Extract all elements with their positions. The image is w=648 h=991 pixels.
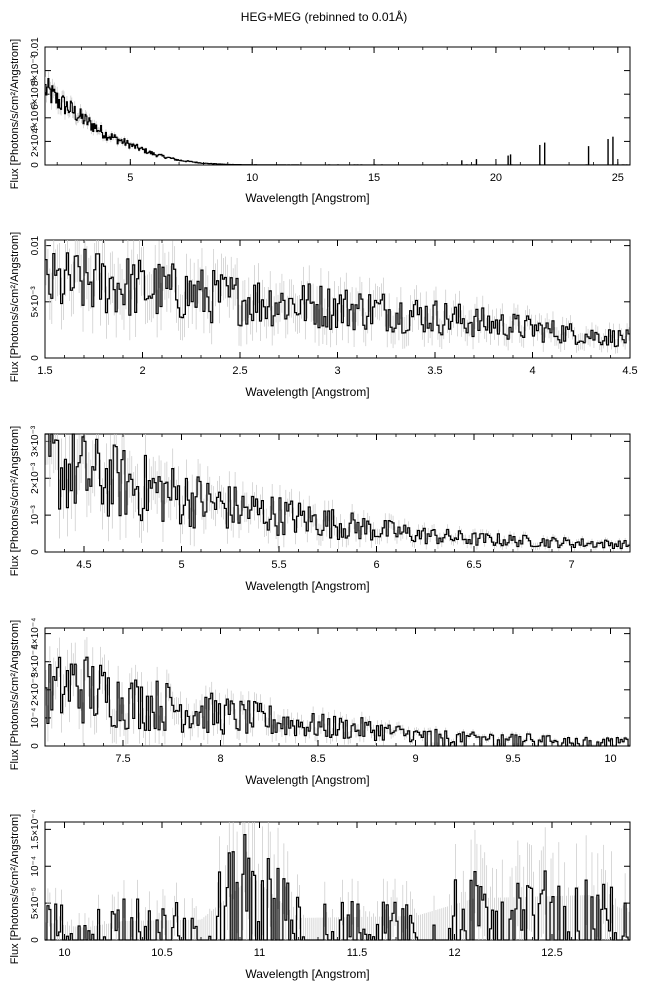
- x-tick-label: 8.5: [310, 753, 325, 765]
- x-tick-label: 6: [373, 559, 379, 571]
- y-tick-label: 2×10⁻⁴: [30, 674, 41, 706]
- y-tick-label: 3×10⁻³: [30, 425, 41, 457]
- figure-title: HEG+MEG (rebinned to 0.01Å): [240, 10, 408, 24]
- spectrum-line: [45, 248, 630, 348]
- x-axis-label: Wavelength [Angstrom]: [245, 773, 369, 787]
- spectrum-line: [45, 833, 630, 941]
- y-tick-label: 10⁻⁴: [30, 856, 41, 877]
- y-tick-label: 2×10⁻³: [30, 125, 41, 157]
- x-tick-label: 5.5: [271, 559, 286, 571]
- x-tick-label: 8: [217, 753, 223, 765]
- x-tick-label: 5: [178, 559, 184, 571]
- x-tick-label: 10: [604, 753, 616, 765]
- error-bars: [45, 240, 630, 354]
- x-tick-label: 7.5: [115, 753, 130, 765]
- y-tick-label: 4×10⁻⁴: [30, 618, 41, 650]
- y-axis-label: Flux [Photons/s/cm²/Angstrom]: [9, 426, 21, 576]
- error-bars: [45, 822, 630, 940]
- x-tick-label: 3: [334, 365, 340, 377]
- y-tick-label: 3×10⁻⁴: [30, 646, 41, 678]
- x-tick-label: 4.5: [622, 365, 637, 377]
- x-tick-label: 4.5: [76, 559, 91, 571]
- y-tick-label: 0: [30, 162, 41, 168]
- x-axis-label: Wavelength [Angstrom]: [245, 579, 369, 593]
- x-tick-label: 1.5: [37, 365, 52, 377]
- x-tick-label: 2: [139, 365, 145, 377]
- x-tick-label: 3.5: [427, 365, 442, 377]
- y-axis-label: Flux [Photons/s/cm²/Angstrom]: [9, 232, 21, 382]
- y-tick-label: 10⁻⁴: [30, 708, 41, 729]
- spectrum-line: [45, 433, 630, 550]
- y-tick-label: 1.5×10⁻⁴: [30, 809, 41, 849]
- x-tick-label: 12: [448, 947, 460, 959]
- y-tick-label: 2×10⁻³: [30, 462, 41, 494]
- x-tick-label: 25: [612, 172, 624, 184]
- x-tick-label: 2.5: [232, 365, 247, 377]
- x-tick-label: 6.5: [466, 559, 481, 571]
- y-tick-label: 6×10⁻³: [30, 78, 41, 110]
- x-tick-label: 4: [529, 365, 535, 377]
- error-bars: [45, 71, 630, 165]
- x-tick-label: 11.5: [347, 947, 368, 959]
- y-tick-label: 0: [30, 937, 41, 943]
- y-axis-label: Flux [Photons/s/cm²/Angstrom]: [9, 620, 21, 770]
- y-tick-label: 10⁻³: [30, 505, 41, 525]
- x-tick-label: 10: [246, 172, 258, 184]
- x-tick-label: 9: [412, 753, 418, 765]
- x-tick-label: 9.5: [505, 753, 520, 765]
- y-tick-label: 0: [30, 355, 41, 361]
- y-tick-label: 4×10⁻³: [30, 102, 41, 134]
- x-tick-label: 20: [490, 172, 502, 184]
- y-tick-label: 0: [30, 743, 41, 749]
- y-tick-label: 5×10⁻³: [30, 286, 41, 318]
- spectrum-line: [45, 77, 630, 166]
- y-tick-label: 0.01: [30, 37, 41, 57]
- y-axis-label: Flux [Photons/s/cm²/Angstrom]: [9, 814, 21, 964]
- spectrum-line: [45, 656, 630, 747]
- y-axis-label: Flux [Photons/s/cm²/Angstrom]: [9, 39, 21, 189]
- x-tick-label: 12.5: [541, 947, 562, 959]
- x-axis-label: Wavelength [Angstrom]: [245, 967, 369, 981]
- x-tick-label: 5: [127, 172, 133, 184]
- x-tick-label: 10: [58, 947, 70, 959]
- x-tick-label: 11: [254, 947, 265, 959]
- y-tick-label: 0: [30, 549, 41, 555]
- y-tick-label: 8×10⁻³: [30, 54, 41, 86]
- x-axis-label: Wavelength [Angstrom]: [245, 191, 369, 205]
- y-tick-label: 5×10⁻⁵: [30, 887, 41, 919]
- y-tick-label: 0.01: [30, 235, 41, 255]
- x-tick-label: 15: [368, 172, 380, 184]
- plot-frame: [44, 46, 631, 166]
- x-tick-label: 10.5: [151, 947, 172, 959]
- x-axis-label: Wavelength [Angstrom]: [245, 385, 369, 399]
- x-tick-label: 7: [568, 559, 574, 571]
